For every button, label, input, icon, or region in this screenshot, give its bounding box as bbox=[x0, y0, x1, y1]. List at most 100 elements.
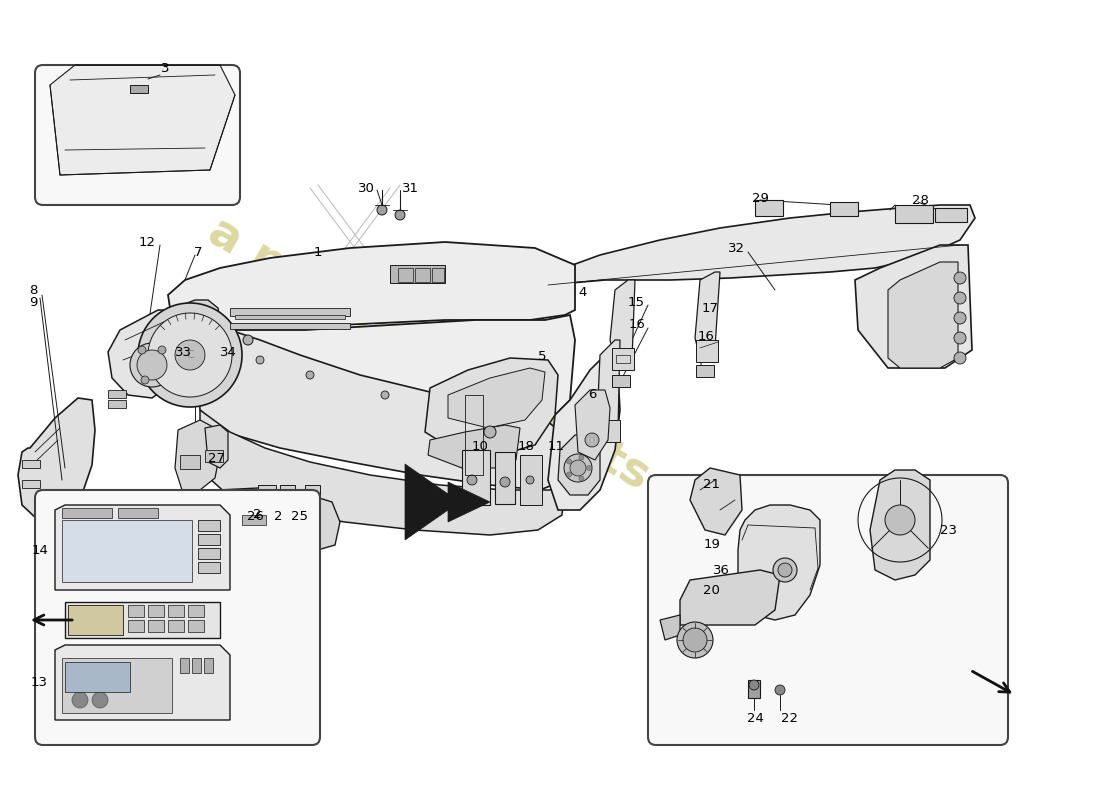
Text: 5: 5 bbox=[538, 350, 547, 362]
Bar bbox=[188, 620, 204, 632]
Bar bbox=[108, 400, 126, 408]
Polygon shape bbox=[65, 602, 220, 638]
Circle shape bbox=[306, 371, 313, 379]
Bar bbox=[192, 658, 201, 673]
Text: 32: 32 bbox=[728, 242, 745, 254]
Text: 12: 12 bbox=[139, 235, 156, 249]
Circle shape bbox=[395, 210, 405, 220]
Polygon shape bbox=[680, 570, 780, 625]
Text: 23: 23 bbox=[940, 523, 957, 537]
Bar bbox=[830, 202, 858, 216]
Bar bbox=[432, 268, 444, 282]
Text: 26: 26 bbox=[246, 510, 263, 522]
Polygon shape bbox=[558, 435, 600, 495]
Polygon shape bbox=[610, 280, 635, 368]
FancyBboxPatch shape bbox=[648, 475, 1008, 745]
Bar bbox=[22, 460, 40, 468]
Text: 10: 10 bbox=[471, 441, 488, 454]
Polygon shape bbox=[200, 410, 565, 535]
Text: 31: 31 bbox=[402, 182, 419, 194]
Bar bbox=[895, 205, 933, 223]
Text: 18: 18 bbox=[518, 441, 535, 454]
Bar bbox=[180, 455, 200, 469]
Circle shape bbox=[141, 376, 149, 384]
Circle shape bbox=[264, 504, 272, 512]
Bar bbox=[108, 390, 126, 398]
Polygon shape bbox=[428, 425, 520, 468]
Text: 16: 16 bbox=[698, 330, 715, 342]
Bar bbox=[198, 534, 220, 545]
Circle shape bbox=[778, 563, 792, 577]
Polygon shape bbox=[690, 468, 743, 535]
Circle shape bbox=[586, 466, 592, 470]
Text: 15: 15 bbox=[628, 295, 645, 309]
Circle shape bbox=[243, 335, 253, 345]
Bar bbox=[180, 658, 189, 673]
Text: 24: 24 bbox=[747, 711, 763, 725]
Text: 20: 20 bbox=[703, 583, 720, 597]
Bar bbox=[148, 620, 164, 632]
Text: 33: 33 bbox=[175, 346, 192, 358]
Bar bbox=[62, 658, 172, 713]
Text: 25: 25 bbox=[292, 510, 308, 522]
Polygon shape bbox=[222, 498, 280, 532]
Bar bbox=[696, 365, 714, 377]
Bar bbox=[748, 680, 760, 698]
Text: 3: 3 bbox=[161, 62, 169, 74]
Bar bbox=[612, 375, 630, 387]
Bar bbox=[205, 450, 223, 462]
Text: 13: 13 bbox=[31, 677, 48, 690]
Bar bbox=[62, 520, 192, 582]
Polygon shape bbox=[55, 505, 230, 590]
Polygon shape bbox=[855, 245, 972, 368]
Bar bbox=[616, 355, 630, 363]
Circle shape bbox=[256, 356, 264, 364]
Polygon shape bbox=[18, 398, 95, 520]
Text: 28: 28 bbox=[912, 194, 928, 206]
Circle shape bbox=[954, 292, 966, 304]
Polygon shape bbox=[535, 205, 975, 285]
Text: 6: 6 bbox=[588, 389, 596, 402]
Circle shape bbox=[954, 312, 966, 324]
Polygon shape bbox=[108, 310, 182, 398]
Bar bbox=[118, 508, 158, 518]
Bar bbox=[168, 620, 184, 632]
Circle shape bbox=[570, 460, 586, 476]
Circle shape bbox=[954, 332, 966, 344]
Circle shape bbox=[526, 476, 534, 484]
Bar bbox=[935, 208, 967, 222]
Bar bbox=[598, 420, 620, 442]
Circle shape bbox=[564, 454, 592, 482]
Text: 9: 9 bbox=[30, 295, 38, 309]
Circle shape bbox=[776, 685, 785, 695]
Bar bbox=[128, 605, 144, 617]
Circle shape bbox=[683, 628, 707, 652]
Bar bbox=[415, 268, 430, 282]
Bar bbox=[230, 308, 350, 316]
Circle shape bbox=[72, 692, 88, 708]
FancyBboxPatch shape bbox=[35, 490, 320, 745]
Text: 34: 34 bbox=[220, 346, 236, 358]
Bar bbox=[65, 662, 130, 692]
Polygon shape bbox=[738, 505, 820, 620]
Bar bbox=[520, 455, 542, 505]
Polygon shape bbox=[695, 272, 721, 358]
Circle shape bbox=[175, 340, 205, 370]
Bar bbox=[495, 452, 515, 504]
Polygon shape bbox=[50, 65, 235, 175]
Circle shape bbox=[381, 391, 389, 399]
Bar bbox=[168, 605, 184, 617]
Text: 2: 2 bbox=[274, 510, 283, 522]
Bar bbox=[68, 605, 123, 635]
Bar bbox=[230, 323, 350, 329]
Text: C: C bbox=[186, 350, 194, 360]
Circle shape bbox=[236, 504, 244, 512]
Text: 8: 8 bbox=[30, 283, 38, 297]
Circle shape bbox=[566, 472, 572, 477]
Bar bbox=[462, 450, 490, 505]
Bar bbox=[62, 508, 112, 518]
Bar bbox=[130, 85, 148, 93]
Bar bbox=[280, 485, 295, 500]
Polygon shape bbox=[448, 368, 544, 428]
Circle shape bbox=[148, 313, 232, 397]
